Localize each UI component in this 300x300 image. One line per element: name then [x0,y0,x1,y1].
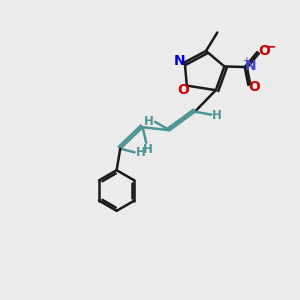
Text: H: H [136,146,146,159]
Text: H: H [144,115,154,128]
Text: −: − [265,40,276,54]
Text: N: N [174,54,185,68]
Text: O: O [258,44,270,58]
Text: H: H [143,143,153,156]
Text: H: H [212,109,222,122]
Text: O: O [248,80,260,94]
Text: N: N [245,59,256,73]
Text: O: O [177,83,189,98]
Text: +: + [242,56,250,66]
